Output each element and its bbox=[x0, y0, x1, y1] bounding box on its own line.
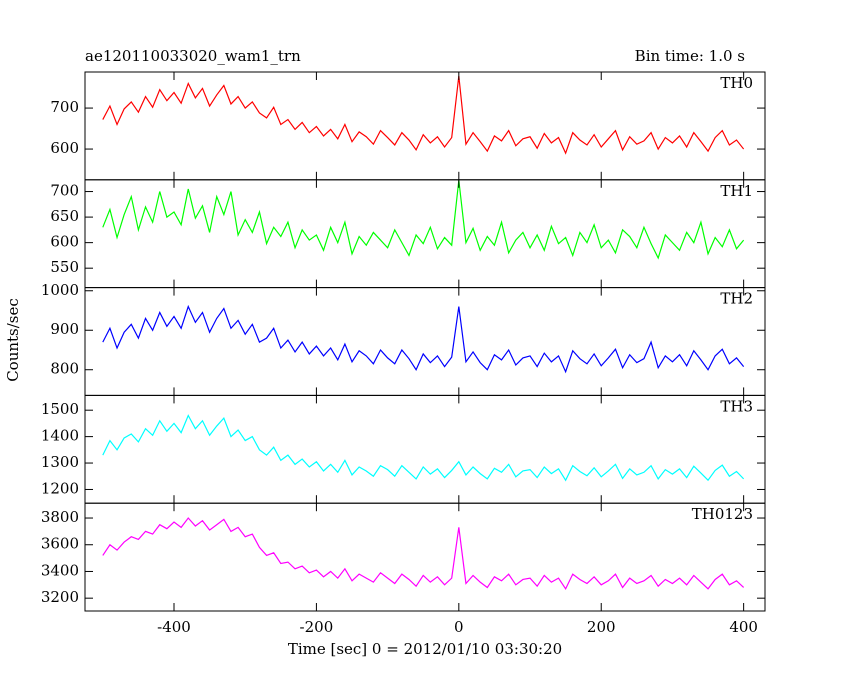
series-label: TH0123 bbox=[692, 505, 753, 523]
x-axis-label: Time [sec] 0 = 2012/01/10 03:30:20 bbox=[288, 640, 562, 658]
series-label: TH3 bbox=[720, 397, 753, 415]
y-tick-label: 3200 bbox=[41, 588, 79, 606]
light-curve bbox=[102, 180, 745, 260]
x-tick-label: 400 bbox=[729, 618, 758, 636]
light-curve bbox=[102, 76, 745, 155]
x-tick-label: -200 bbox=[300, 618, 334, 636]
light-curve bbox=[102, 414, 745, 482]
panel-frame bbox=[84, 502, 766, 612]
light-curve bbox=[102, 304, 745, 374]
x-tick-label: 200 bbox=[587, 618, 616, 636]
panel-frame bbox=[84, 394, 766, 504]
x-tick-label: -400 bbox=[157, 618, 191, 636]
y-tick-label: 1400 bbox=[41, 427, 79, 445]
y-tick-label: 700 bbox=[50, 98, 79, 116]
y-tick-label: 700 bbox=[50, 182, 79, 200]
y-tick-label: 550 bbox=[50, 258, 79, 276]
light-curve bbox=[102, 517, 745, 591]
y-tick-label: 1500 bbox=[41, 400, 79, 418]
y-axis-label: Counts/sec bbox=[4, 298, 22, 382]
panel-frame bbox=[84, 287, 766, 396]
y-tick-label: 650 bbox=[50, 207, 79, 225]
y-tick-label: 1300 bbox=[41, 453, 79, 471]
chart-title: ae120110033020_wam1_trn bbox=[85, 47, 301, 65]
y-tick-label: 3800 bbox=[41, 508, 79, 526]
y-tick-label: 600 bbox=[50, 139, 79, 157]
series-label: TH2 bbox=[720, 290, 753, 308]
y-tick-label: 1000 bbox=[41, 281, 79, 299]
series-label: TH1 bbox=[720, 182, 753, 200]
y-tick-label: 3600 bbox=[41, 535, 79, 553]
bin-time: Bin time: 1.0 s bbox=[635, 47, 745, 65]
series-label: TH0 bbox=[720, 74, 753, 92]
y-tick-label: 600 bbox=[50, 233, 79, 251]
x-tick-label: 0 bbox=[454, 618, 464, 636]
y-tick-label: 1200 bbox=[41, 479, 79, 497]
y-tick-label: 800 bbox=[50, 360, 79, 378]
y-tick-label: 900 bbox=[50, 320, 79, 338]
y-tick-label: 3400 bbox=[41, 561, 79, 579]
